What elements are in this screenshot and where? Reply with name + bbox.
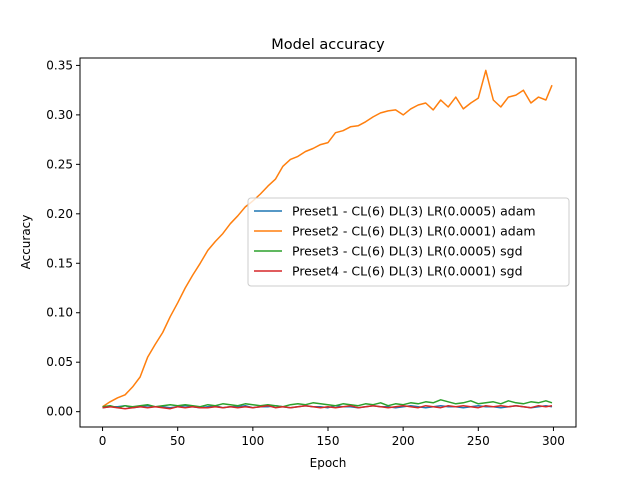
series-layer (102, 69, 553, 410)
x-tick-label: 200 (392, 434, 415, 448)
legend-label-1: Preset1 - CL(6) DL(3) LR(0.0005) adam (292, 204, 536, 219)
y-tick-label: 0.05 (46, 355, 73, 369)
chart-title: Model accuracy (271, 37, 385, 53)
x-tick-label: 50 (170, 434, 185, 448)
y-tick-label: 0.00 (46, 405, 73, 419)
y-tick-label: 0.20 (46, 207, 73, 221)
x-ticks: 0 50 100 150 200 250 300 (99, 427, 565, 448)
legend-label-2: Preset2 - CL(6) DL(3) LR(0.0001) adam (292, 224, 536, 239)
y-tick-label: 0.15 (46, 256, 73, 270)
y-tick-label: 0.10 (46, 306, 73, 320)
series-line-3 (102, 399, 553, 409)
legend-label-3: Preset3 - CL(6) DL(3) LR(0.0005) sgd (292, 244, 523, 259)
x-tick-label: 300 (542, 434, 565, 448)
series-line-2 (102, 69, 553, 408)
x-axis-label: Epoch (310, 456, 347, 470)
series-line-4 (102, 404, 553, 410)
legend: Preset1 - CL(6) DL(3) LR(0.0005) adam Pre… (247, 197, 570, 287)
y-ticks: 0.00 0.05 0.10 0.15 0.20 0.25 0.30 0.35 (46, 58, 80, 419)
legend-box (247, 197, 570, 287)
x-tick-label: 250 (467, 434, 490, 448)
y-axis-label: Accuracy (19, 215, 33, 270)
x-tick-label: 100 (241, 434, 264, 448)
y-tick-label: 0.30 (46, 108, 73, 122)
y-tick-label: 0.35 (46, 58, 73, 72)
y-tick-label: 0.25 (46, 157, 73, 171)
x-tick-label: 0 (99, 434, 107, 448)
x-tick-label: 150 (317, 434, 340, 448)
legend-label-4: Preset4 - CL(6) DL(3) LR(0.0001) sgd (292, 264, 523, 279)
